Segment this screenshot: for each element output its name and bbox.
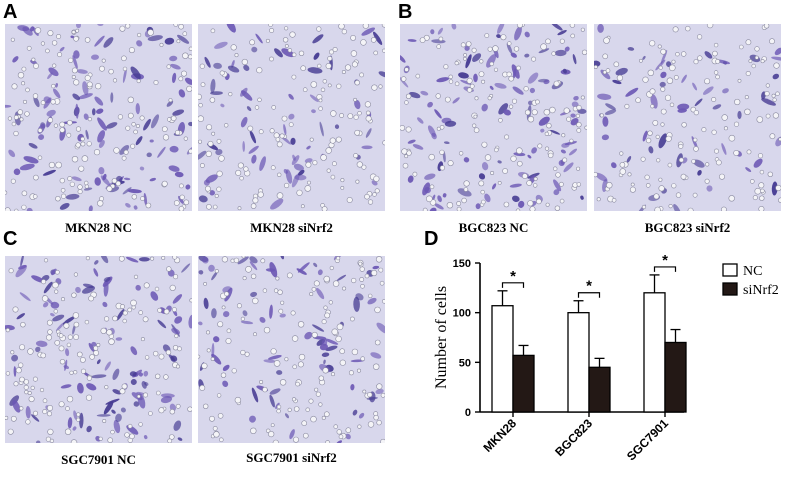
legend-label-nc: NC — [743, 264, 762, 279]
caption-mkn28-sinrf2: MKN28 siNrf2 — [250, 220, 333, 235]
significance-star: * — [510, 268, 516, 285]
micrograph-bgc823-sinrf2 — [594, 24, 781, 211]
significance-bracket — [653, 266, 677, 272]
x-tick-label: MKN28 — [480, 416, 519, 455]
panel-label-b: B — [398, 1, 413, 23]
x-tick-label: BGC823 — [552, 416, 595, 459]
y-tick-label: 150 — [453, 258, 471, 270]
y-tick-label: 0 — [465, 407, 471, 419]
bar-sinrf2-bgc823 — [588, 366, 611, 413]
legend-swatch-sinrf2 — [722, 282, 738, 296]
panel-label-d: D — [424, 228, 439, 250]
caption-bgc823-nc: BGC823 NC — [458, 220, 529, 235]
significance-bracket — [501, 282, 525, 288]
legend-swatch-nc — [722, 263, 738, 277]
caption-sgc7901-sinrf2: SGC7901 siNrf2 — [246, 450, 337, 465]
significance-star: * — [586, 278, 592, 295]
bar-nc-bgc823 — [567, 312, 590, 413]
caption-bgc823-sinrf2: BGC823 siNrf2 — [644, 220, 731, 235]
micrograph-sgc7901-sinrf2 — [198, 256, 385, 443]
y-tick-label: 100 — [453, 308, 471, 320]
legend-label-sinrf2: siNrf2 — [743, 283, 779, 298]
micrograph-mkn28-nc — [5, 24, 192, 211]
bar-sinrf2-sgc7901 — [664, 341, 687, 413]
micrograph-sgc7901-nc — [5, 256, 192, 443]
y-tick-label: 50 — [459, 357, 471, 369]
bar-nc-sgc7901 — [643, 292, 666, 413]
caption-sgc7901-nc: SGC7901 NC — [61, 452, 136, 467]
y-axis-label: Number of cells — [433, 286, 450, 389]
caption-mkn28-nc: MKN28 NC — [65, 220, 132, 235]
x-tick-label: SGC7901 — [624, 416, 671, 463]
bar-nc-mkn28 — [491, 305, 514, 413]
significance-bracket — [577, 292, 601, 298]
panel-label-a: A — [3, 1, 18, 23]
bar-chart: 0 50 100 150 Number of cells * MKN28 * BGC823 * SG… — [433, 252, 779, 463]
bar-sinrf2-mkn28 — [512, 354, 535, 413]
significance-star: * — [662, 252, 668, 269]
panel-label-c: C — [3, 228, 18, 250]
micrograph-bgc823-nc — [400, 24, 587, 211]
micrograph-mkn28-sinrf2 — [198, 24, 385, 211]
